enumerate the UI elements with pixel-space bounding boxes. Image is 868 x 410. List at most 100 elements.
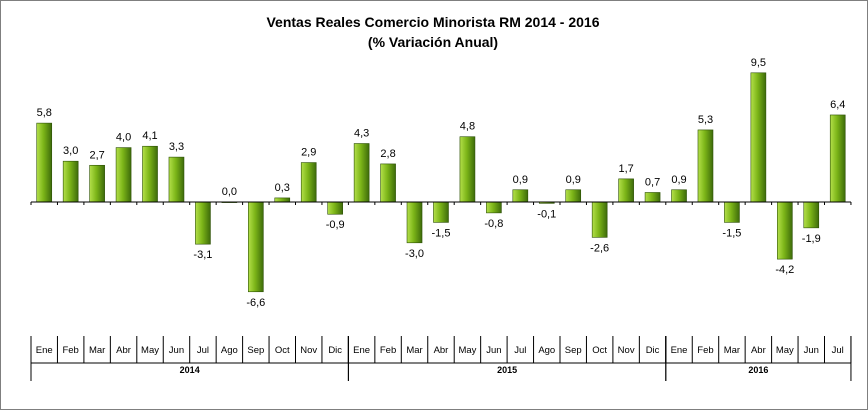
bar bbox=[353, 143, 370, 203]
data-label: 0,9 bbox=[566, 174, 581, 186]
data-label: 5,8 bbox=[37, 107, 52, 119]
bar bbox=[644, 192, 661, 203]
data-label: -0,8 bbox=[484, 218, 503, 230]
bar bbox=[327, 201, 343, 215]
month-tick-label: Ene bbox=[671, 345, 688, 356]
month-tick-label: Ago bbox=[538, 345, 555, 356]
month-tick-label: Dic bbox=[328, 345, 342, 356]
month-tick-label: Jul bbox=[832, 345, 844, 356]
bar bbox=[829, 114, 846, 203]
data-label: -4,2 bbox=[775, 264, 794, 276]
bar bbox=[486, 201, 502, 214]
month-tick-label: Nov bbox=[618, 345, 635, 356]
month-tick-label: May bbox=[458, 345, 476, 356]
bar bbox=[248, 201, 264, 293]
month-tick-label: Feb bbox=[380, 345, 396, 356]
data-label: -0,9 bbox=[326, 219, 345, 231]
month-tick-label: Jul bbox=[197, 345, 209, 356]
bar bbox=[115, 147, 132, 203]
month-tick-label: Mar bbox=[406, 345, 422, 356]
year-tick-label: 2014 bbox=[180, 365, 200, 375]
bar bbox=[36, 122, 53, 203]
bar bbox=[62, 160, 79, 203]
month-tick-label: Abr bbox=[751, 345, 766, 356]
month-tick-label: Oct bbox=[275, 345, 290, 356]
data-label: 2,8 bbox=[380, 148, 395, 160]
month-tick-label: Jun bbox=[804, 345, 819, 356]
bar bbox=[300, 162, 317, 203]
data-label: 4,0 bbox=[116, 132, 131, 144]
bar bbox=[591, 201, 608, 238]
data-label: 4,8 bbox=[460, 121, 475, 133]
data-label: -1,5 bbox=[722, 227, 741, 239]
bar bbox=[195, 201, 211, 245]
chart-title: Ventas Reales Comercio Minorista RM 2014… bbox=[266, 14, 599, 30]
month-tick-label: Feb bbox=[62, 345, 78, 356]
month-tick-label: Mar bbox=[724, 345, 740, 356]
bar bbox=[724, 201, 740, 223]
data-label: 6,4 bbox=[830, 99, 845, 111]
month-tick-label: Ene bbox=[353, 345, 370, 356]
bar bbox=[142, 145, 158, 203]
bar bbox=[697, 129, 714, 203]
month-tick-label: Ago bbox=[221, 345, 238, 356]
data-label: 0,9 bbox=[513, 174, 528, 186]
bar bbox=[565, 189, 582, 203]
month-tick-label: Jul bbox=[514, 345, 526, 356]
month-tick-label: Abr bbox=[116, 345, 131, 356]
month-tick-label: Mar bbox=[89, 345, 105, 356]
bar bbox=[89, 164, 105, 203]
data-label: 5,3 bbox=[698, 114, 713, 126]
month-tick-label: Jun bbox=[486, 345, 501, 356]
month-tick-label: Feb bbox=[697, 345, 713, 356]
data-label: 9,5 bbox=[751, 57, 766, 69]
data-label: 4,3 bbox=[354, 128, 369, 140]
data-label: 4,1 bbox=[142, 130, 157, 142]
year-tick-label: 2016 bbox=[748, 365, 768, 375]
month-tick-label: Nov bbox=[300, 345, 317, 356]
data-label: -3,0 bbox=[405, 248, 424, 260]
bar bbox=[777, 201, 793, 260]
bar bbox=[512, 189, 529, 203]
data-label: -1,9 bbox=[802, 233, 821, 245]
bar bbox=[803, 201, 820, 229]
data-label: 2,9 bbox=[301, 147, 316, 159]
data-label: 3,3 bbox=[169, 141, 184, 153]
data-label: -1,5 bbox=[431, 227, 450, 239]
month-tick-label: May bbox=[776, 345, 794, 356]
month-tick-label: Sep bbox=[247, 345, 264, 356]
data-label: -2,6 bbox=[590, 242, 609, 254]
data-label: -0,1 bbox=[537, 208, 556, 220]
data-label: -3,1 bbox=[193, 249, 212, 261]
data-label: 2,7 bbox=[89, 149, 104, 161]
data-label: 1,7 bbox=[618, 163, 633, 175]
bar bbox=[380, 163, 396, 203]
x-axis: Ene Feb Mar Abr May Jun Jul Ago Sep Oct Nov Dic 2014… bbox=[30, 202, 852, 381]
month-tick-label: May bbox=[141, 345, 159, 356]
bar bbox=[406, 201, 423, 244]
year-tick-label: 2015 bbox=[497, 365, 517, 375]
data-label: 0,3 bbox=[275, 182, 290, 194]
data-label: 3,0 bbox=[63, 145, 78, 157]
bar bbox=[433, 201, 449, 223]
month-tick-label: Sep bbox=[565, 345, 582, 356]
data-label: 0,0 bbox=[222, 186, 237, 198]
bars-group bbox=[36, 72, 846, 293]
bar bbox=[618, 178, 634, 203]
data-label: -6,6 bbox=[246, 297, 265, 309]
bar bbox=[750, 72, 767, 203]
data-label: 0,9 bbox=[671, 174, 686, 186]
month-tick-label: Abr bbox=[434, 345, 449, 356]
month-tick-label: Ene bbox=[36, 345, 53, 356]
month-tick-label: Jun bbox=[169, 345, 184, 356]
bar bbox=[671, 189, 687, 203]
month-tick-label: Dic bbox=[646, 345, 660, 356]
data-label: 0,7 bbox=[645, 176, 660, 188]
month-tick-label: Oct bbox=[592, 345, 607, 356]
bar bbox=[459, 136, 476, 203]
bar bbox=[168, 156, 185, 203]
value-labels-group: 5,8 3,0 2,7 4,0 4,1 3,3 -3,1 0,0 -6,6 0,3 2,9 -0,9 4… bbox=[37, 57, 846, 309]
chart-subtitle: (% Variación Anual) bbox=[368, 34, 498, 50]
